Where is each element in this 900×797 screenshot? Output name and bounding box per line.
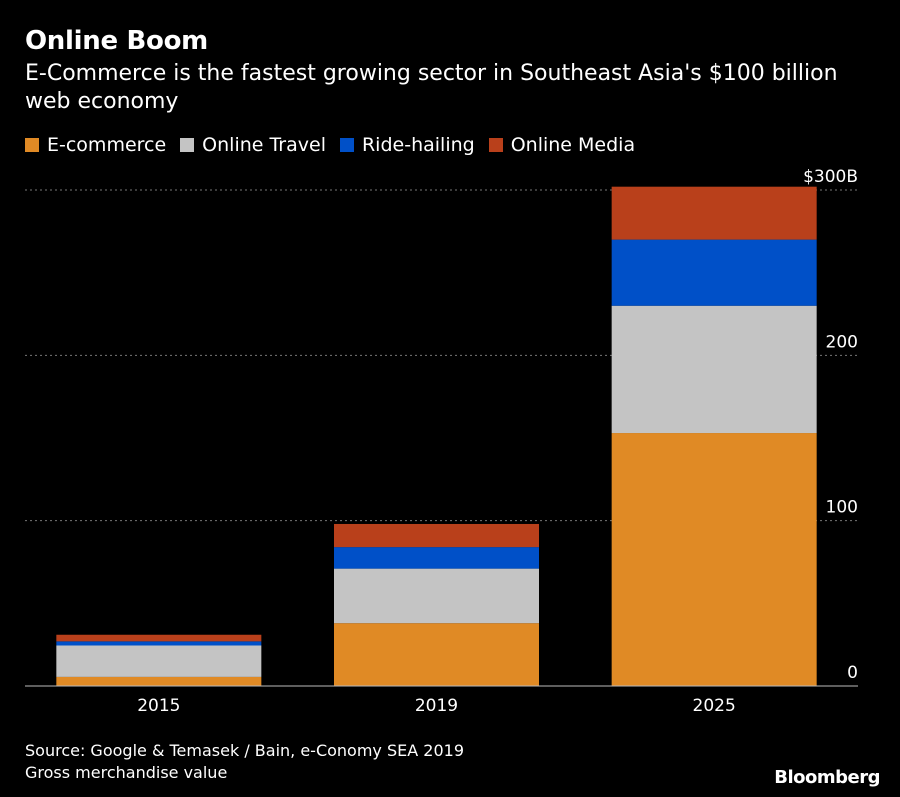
x-tick-label-2019: 2019 xyxy=(415,696,458,716)
legend-label-ride-hailing: Ride-hailing xyxy=(361,134,475,156)
legend-item-ecommerce: E-commerce xyxy=(25,134,166,156)
legend-label-online-media: Online Media xyxy=(510,134,636,156)
bar-2015-online-travel xyxy=(56,645,262,677)
y-tick-label-0: 0 xyxy=(847,663,858,683)
bar-2019-online-travel xyxy=(334,568,539,624)
x-tick-label-2025: 2025 xyxy=(693,696,736,716)
legend: E-commerce Online Travel Ride-hailing On… xyxy=(25,134,649,156)
x-tick-label-2015: 2015 xyxy=(137,696,180,716)
y-tick-label-300: $300B xyxy=(803,167,858,187)
bar-2025-ride-hailing xyxy=(611,239,817,306)
bar-2019-e-commerce xyxy=(334,623,539,686)
legend-item-ride-hailing: Ride-hailing xyxy=(339,134,475,156)
bar-2015-ride-hailing xyxy=(56,641,262,646)
bar-2025-online-media xyxy=(611,186,817,240)
measure-note: Gross merchandise value xyxy=(25,763,228,782)
legend-label-ecommerce: E-commerce xyxy=(47,134,167,156)
bar-2025-online-travel xyxy=(611,305,817,434)
legend-swatch-online-travel xyxy=(180,138,195,152)
legend-swatch-ride-hailing xyxy=(339,138,354,152)
legend-item-online-travel: Online Travel xyxy=(180,134,326,156)
bar-2019-ride-hailing xyxy=(334,547,539,569)
bar-2025-e-commerce xyxy=(611,433,817,686)
legend-swatch-online-media xyxy=(488,138,503,152)
bar-2015-e-commerce xyxy=(56,676,262,686)
brand-logo-text: Bloomberg xyxy=(774,767,880,788)
bar-2015-online-media xyxy=(56,634,262,642)
legend-label-online-travel: Online Travel xyxy=(202,134,326,156)
y-tick-label-200: 200 xyxy=(826,332,858,352)
y-tick-label-100: 100 xyxy=(826,498,858,518)
legend-item-online-media: Online Media xyxy=(488,134,636,156)
source-note: Source: Google & Temasek / Bain, e-Conom… xyxy=(25,740,464,784)
chart-title: Online Boom xyxy=(25,26,208,56)
bar-2019-online-media xyxy=(334,523,539,548)
source-text: Source: Google & Temasek / Bain, e-Conom… xyxy=(25,741,464,760)
chart-subtitle: E-Commerce is the fastest growing sector… xyxy=(25,61,838,114)
legend-swatch-ecommerce xyxy=(25,138,39,152)
